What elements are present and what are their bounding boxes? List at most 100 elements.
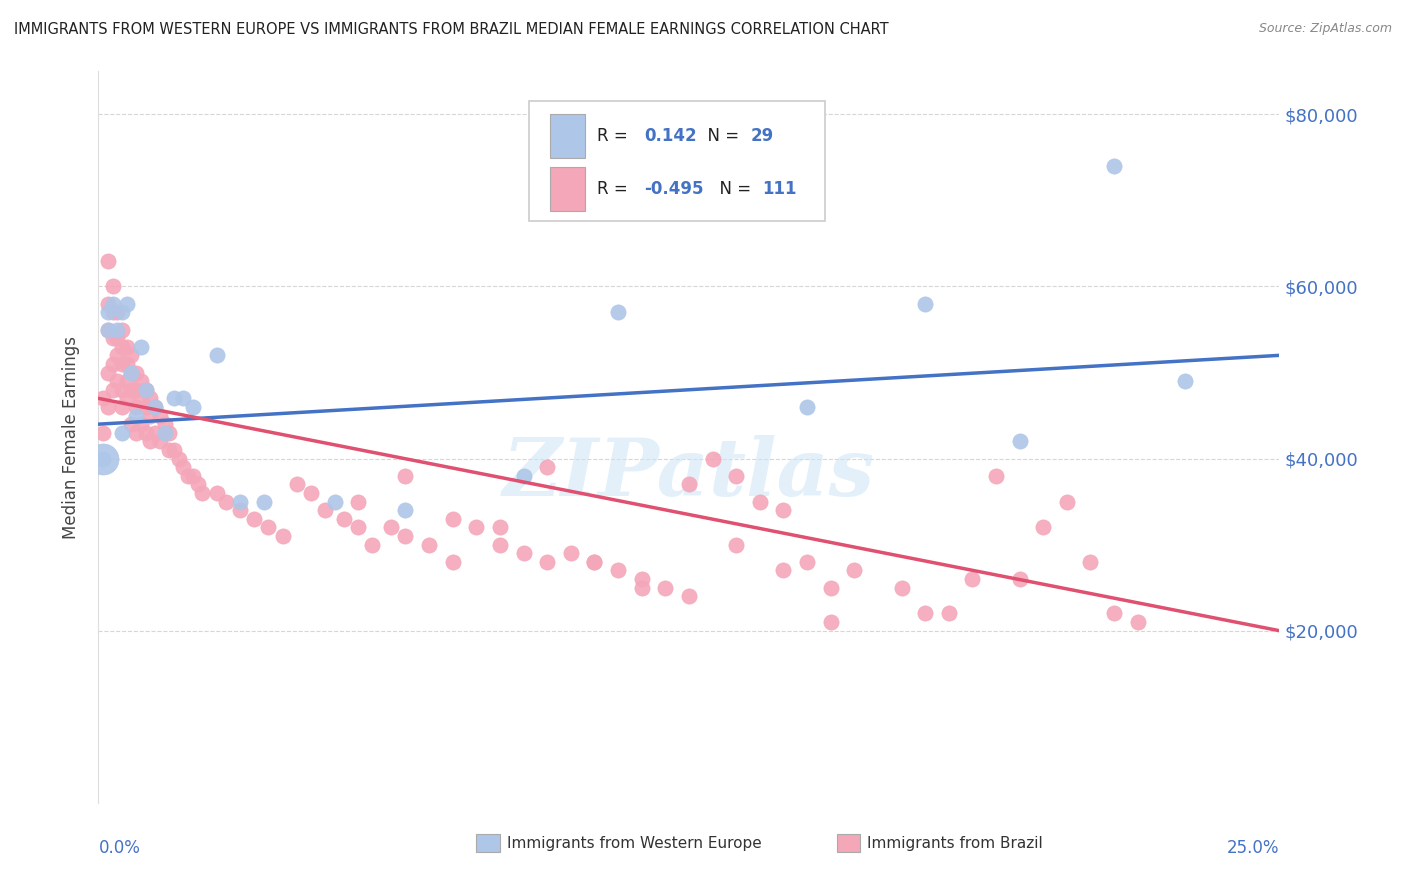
Point [121,417,143,432]
Point [121,348,143,362]
Point [1126,615,1149,629]
Point [394,529,416,543]
Point [205,348,228,362]
Point [129,374,152,388]
Bar [837,834,860,852]
Point [489,538,512,552]
Point [725,468,748,483]
Point [121,366,143,380]
Point [121,366,143,380]
Point [772,503,794,517]
Point [139,434,162,449]
Point [489,520,512,534]
Point [135,383,157,397]
Point [139,392,162,406]
Point [583,555,606,569]
Point [129,392,152,406]
Point [347,520,370,534]
Point [101,305,124,319]
Point [323,494,346,508]
Point [181,468,204,483]
Point [1174,374,1197,388]
Point [243,512,266,526]
Point [125,383,148,397]
Point [101,357,124,371]
Point [1032,520,1054,534]
Point [796,555,818,569]
Point [163,392,186,406]
Point [135,383,157,397]
Point [129,417,152,432]
Point [105,305,128,319]
Point [820,581,842,595]
Text: 29: 29 [751,127,773,145]
Point [361,538,384,552]
Point [630,581,652,595]
Point [91,451,114,466]
Text: 25.0%: 25.0% [1227,839,1279,857]
Point [512,468,534,483]
Point [1008,434,1031,449]
Point [97,305,120,319]
Point [172,392,194,406]
Point [890,581,912,595]
Point [465,520,488,534]
Text: 0.142: 0.142 [644,127,697,145]
Point [91,451,114,466]
Point [97,400,120,414]
Text: ZIPatlas: ZIPatlas [503,435,875,512]
Point [105,331,128,345]
Point [101,296,124,310]
Point [115,392,138,406]
Point [678,477,700,491]
Point [285,477,308,491]
Point [105,348,128,362]
Point [97,296,120,310]
Point [111,383,134,397]
Text: R =: R = [596,127,633,145]
Point [299,486,322,500]
Point [101,331,124,345]
Point [796,400,818,414]
Text: N =: N = [697,127,745,145]
Point [163,442,186,457]
Point [962,572,984,586]
Bar [477,834,501,852]
Point [115,357,138,371]
Point [257,520,280,534]
Point [111,305,134,319]
Point [149,409,172,423]
Point [111,340,134,354]
Point [97,366,120,380]
Point [143,400,166,414]
Text: -0.495: -0.495 [644,180,703,198]
Point [938,607,960,621]
Point [191,486,214,500]
Point [101,279,124,293]
Point [772,564,794,578]
Point [253,494,276,508]
Point [654,581,676,595]
Text: N =: N = [709,180,756,198]
Point [181,400,204,414]
Point [271,529,294,543]
Point [125,366,148,380]
Point [125,400,148,414]
Point [139,409,162,423]
Point [91,392,114,406]
Point [630,572,652,586]
Point [215,494,238,508]
Point [394,468,416,483]
Bar [550,168,585,211]
Point [441,512,464,526]
Point [97,322,120,336]
Point [333,512,356,526]
Bar [550,114,585,158]
Point [101,383,124,397]
Point [536,460,558,475]
Text: IMMIGRANTS FROM WESTERN EUROPE VS IMMIGRANTS FROM BRAZIL MEDIAN FEMALE EARNINGS : IMMIGRANTS FROM WESTERN EUROPE VS IMMIGR… [14,22,889,37]
Point [583,555,606,569]
Point [229,494,252,508]
Point [111,425,134,440]
Point [1080,555,1102,569]
